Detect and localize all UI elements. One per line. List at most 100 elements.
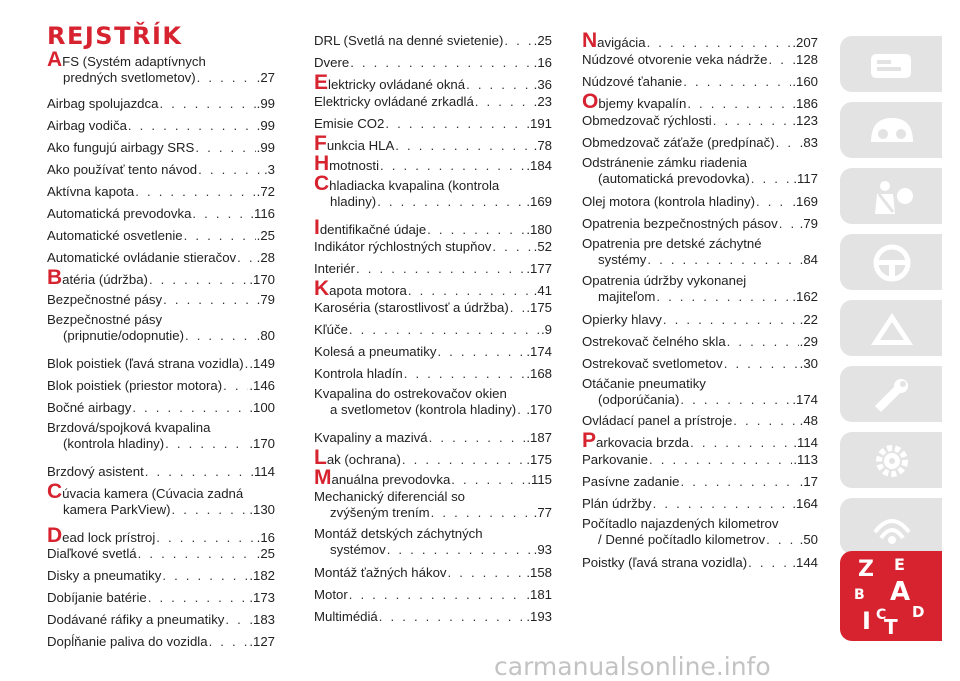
page-number[interactable]: .99 [256, 118, 275, 133]
index-entry[interactable]: Kvapalina do ostrekovačov okien a svetlom… [314, 386, 552, 418]
page-number[interactable]: .99 [256, 140, 275, 155]
index-entry[interactable]: Ostrekovač čelného skla .29 [582, 334, 818, 350]
page-number[interactable]: .41 [533, 283, 552, 298]
index-entry[interactable]: Ostrekovač svetlometov .30 [582, 356, 818, 372]
page-number[interactable]: .175 [526, 300, 552, 315]
index-entry[interactable]: Bezpečnostné pásy .79 [47, 292, 275, 308]
page-number[interactable]: .100 [249, 400, 275, 415]
page-number[interactable]: .79 [256, 292, 275, 307]
page-number[interactable]: .117 [793, 171, 818, 186]
index-entry[interactable]: Interiér .177 [314, 261, 552, 277]
page-number[interactable]: .182 [249, 568, 275, 583]
page-number[interactable]: .180 [526, 222, 552, 237]
page-number[interactable]: .116 [250, 206, 275, 221]
page-number[interactable]: .16 [256, 530, 275, 545]
index-entry[interactable]: Kvapaliny a mazivá .187 [314, 430, 552, 446]
page-number[interactable]: .9 [541, 322, 552, 337]
index-entry[interactable]: Ovládací panel a prístroje .48 [582, 413, 818, 429]
page-number[interactable]: .170 [249, 436, 275, 451]
page-number[interactable]: .25 [533, 33, 552, 48]
page-number[interactable]: .184 [526, 158, 552, 173]
index-entry[interactable]: Opatrenia bezpečnostných pásov .79 [582, 216, 818, 232]
page-number[interactable]: .22 [799, 312, 818, 327]
index-entry[interactable]: Indikátor rýchlostných stupňov .52 [314, 239, 552, 255]
page-number[interactable]: .27 [256, 70, 275, 85]
index-entry[interactable]: Elektricky ovládané okná .36 [314, 72, 552, 93]
index-entry[interactable]: Blok poistiek (ľavá strana vozidla) .149 [47, 356, 275, 372]
page-number[interactable]: .169 [526, 194, 552, 209]
page-number[interactable]: .114 [793, 435, 818, 450]
index-entry[interactable]: DRL (Svetlá na denné svietenie) .25 [314, 33, 552, 49]
index-entry[interactable]: Počítadlo najazdených kilometrov / Denné … [582, 516, 818, 548]
index-entry[interactable]: Kontrola hladín .168 [314, 366, 552, 382]
index-entry[interactable]: Brzdová/spojková kvapalina (kontrola hlad… [47, 420, 275, 452]
tab-maintenance[interactable] [840, 366, 942, 422]
page-number[interactable]: .113 [793, 452, 818, 467]
index-entry[interactable]: Pasívne zadanie .17 [582, 474, 818, 490]
page-number[interactable]: .114 [250, 464, 275, 479]
page-number[interactable]: .181 [526, 587, 552, 602]
index-entry[interactable]: Elektricky ovládané zrkadlá .23 [314, 94, 552, 110]
page-number[interactable]: .173 [249, 590, 275, 605]
page-number[interactable]: .28 [256, 250, 275, 265]
tab-emergency[interactable] [840, 300, 942, 356]
index-entry[interactable]: Parkovanie .113 [582, 452, 818, 468]
index-entry[interactable]: Aktívna kapota .72 [47, 184, 275, 200]
index-entry[interactable]: Bočné airbagy .100 [47, 400, 275, 416]
page-number[interactable]: .174 [792, 392, 818, 407]
index-entry[interactable]: Karoséria (starostlivosť a údržba) .175 [314, 300, 552, 316]
index-entry[interactable]: Montáž ťažných hákov .158 [314, 565, 552, 581]
page-number[interactable]: .168 [526, 366, 552, 381]
page-number[interactable]: .187 [526, 430, 552, 445]
index-entry[interactable]: Cúvacia kamera (Cúvacia zadná kamera Park… [47, 481, 275, 518]
index-entry[interactable]: Blok poistiek (priestor motora) .146 [47, 378, 275, 394]
page-number[interactable]: .191 [526, 116, 552, 131]
index-entry[interactable]: Dopĺňanie paliva do vozidla .127 [47, 634, 275, 650]
page-number[interactable]: .25 [256, 546, 275, 561]
page-number[interactable]: .99 [256, 96, 275, 111]
index-entry[interactable]: Ako používať tento návod .3 [47, 162, 275, 178]
page-number[interactable]: .83 [799, 135, 818, 150]
index-entry[interactable]: Opierky hlavy .22 [582, 312, 818, 328]
index-entry[interactable]: Odstránenie zámku riadenia (automatická p… [582, 155, 818, 187]
index-entry[interactable]: Dobíjanie batérie .173 [47, 590, 275, 606]
page-number[interactable]: .127 [249, 634, 275, 649]
page-number[interactable]: .77 [533, 505, 552, 520]
index-entry[interactable]: Kľúče .9 [314, 322, 552, 338]
index-entry[interactable]: Bezpečnostné pásy(pripnutie/odopnutie) .8… [47, 312, 275, 344]
page-number[interactable]: .123 [792, 113, 818, 128]
page-number[interactable]: .174 [526, 344, 552, 359]
index-entry[interactable]: Kolesá a pneumatiky .174 [314, 344, 552, 360]
index-entry[interactable]: Multimédiá .193 [314, 609, 552, 625]
page-number[interactable]: .186 [792, 96, 818, 111]
page-number[interactable]: .30 [799, 356, 818, 371]
index-entry[interactable]: Núdzové otvorenie veka nádrže .128 [582, 52, 818, 68]
index-entry[interactable]: Diaľkové svetlá .25 [47, 546, 275, 562]
index-entry[interactable]: Airbag vodiča .99 [47, 118, 275, 134]
page-number[interactable]: .175 [526, 452, 552, 467]
page-number[interactable]: .84 [799, 252, 818, 267]
page-number[interactable]: .149 [249, 356, 275, 371]
index-entry[interactable]: Ako fungujú airbagy SRS .99 [47, 140, 275, 156]
page-number[interactable]: .160 [792, 74, 818, 89]
index-entry[interactable]: AFS (Systém adaptívnych predných svetlome… [47, 49, 275, 86]
page-number[interactable]: .130 [249, 502, 275, 517]
index-entry[interactable]: Disky a pneumatiky .182 [47, 568, 275, 584]
page-number[interactable]: .170 [526, 402, 552, 417]
tab-multimedia[interactable] [840, 498, 942, 554]
page-number[interactable]: .158 [526, 565, 552, 580]
tab-safety[interactable] [840, 168, 942, 224]
page-number[interactable]: .3 [264, 162, 275, 177]
page-number[interactable]: .25 [256, 228, 275, 243]
index-entry[interactable]: Obmedzovač záťaže (predpínač) .83 [582, 135, 818, 151]
page-number[interactable]: .80 [256, 328, 275, 343]
tab-starting-driving[interactable] [840, 234, 942, 290]
index-entry[interactable]: Plán údržby .164 [582, 496, 818, 512]
